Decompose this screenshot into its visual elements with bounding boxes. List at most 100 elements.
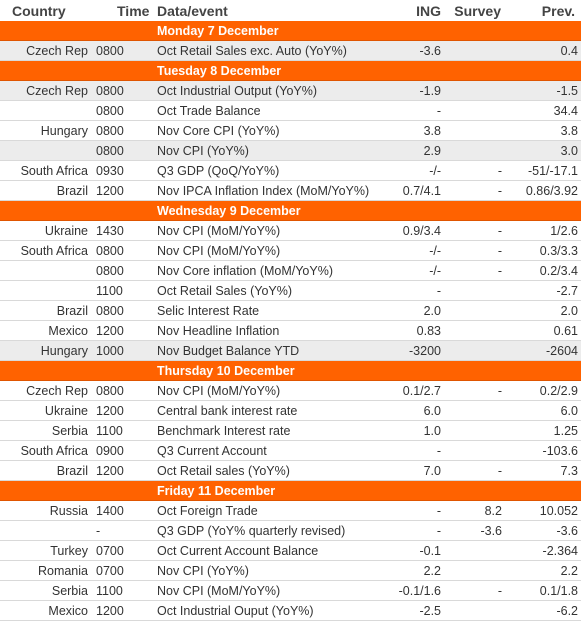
table-cell: -2604 bbox=[546, 344, 578, 358]
table-cell: 3.8 bbox=[423, 124, 441, 138]
data-row: Brazil 0800 Selic Interest Rate 2.0 2.0 bbox=[0, 301, 581, 321]
table-cell: 0700 bbox=[96, 564, 124, 578]
table-cell: 1200 bbox=[96, 184, 124, 198]
day-title: Wednesday 9 December bbox=[157, 204, 301, 218]
table-cell: Hungary bbox=[40, 344, 88, 358]
table-cell: -103.6 bbox=[542, 444, 578, 458]
table-cell: 1/2.6 bbox=[550, 224, 578, 238]
table-cell: 0.61 bbox=[553, 324, 578, 338]
table-cell: - bbox=[497, 244, 502, 258]
table-cell: 3.8 bbox=[560, 124, 578, 138]
table-cell: 0900 bbox=[96, 444, 124, 458]
day-row: Thursday 10 December bbox=[0, 361, 581, 381]
data-row: South Africa 0930 Q3 GDP (QoQ/YoY%) -/- - -51… bbox=[0, 161, 581, 181]
header-cell: Prev. bbox=[541, 3, 575, 19]
table-cell: -2.5 bbox=[419, 604, 441, 618]
table-cell: Oct Retail Sales (YoY%) bbox=[157, 284, 293, 298]
day-title: Friday 11 December bbox=[157, 484, 276, 498]
table-cell: Nov CPI (MoM/YoY%) bbox=[157, 584, 281, 598]
table-cell: - bbox=[436, 444, 441, 458]
table-cell: Q3 GDP (YoY% quarterly revised) bbox=[157, 524, 346, 538]
table-cell: Czech Rep bbox=[26, 44, 88, 58]
table-cell: 0800 bbox=[96, 44, 124, 58]
table-cell: - bbox=[497, 184, 502, 198]
table-cell: 1.25 bbox=[553, 424, 578, 438]
header-row: Country Time Data/event ING Survey Prev. bbox=[0, 0, 581, 21]
data-row: Ukraine 1430 Nov CPI (MoM/YoY%) 0.9/3.4 - 1/2… bbox=[0, 221, 581, 241]
table-cell: 0.1/2.7 bbox=[402, 384, 441, 398]
table-cell: Oct Retail Sales exc. Auto (YoY%) bbox=[157, 44, 347, 58]
table-cell: Nov Core CPI (YoY%) bbox=[157, 124, 280, 138]
table-cell: 1100 bbox=[96, 284, 123, 298]
table-cell: 0.3/3.3 bbox=[539, 244, 578, 258]
table-cell: South Africa bbox=[20, 244, 88, 258]
table-cell: - bbox=[436, 524, 441, 538]
data-row: Hungary 1000 Nov Budget Balance YTD -3200 -2… bbox=[0, 341, 581, 361]
data-row: Brazil 1200 Nov IPCA Inflation Index (MoM/… bbox=[0, 181, 581, 201]
data-row: Czech Rep 0800 Oct Retail Sales exc. Auto … bbox=[0, 41, 581, 61]
table-cell: 1200 bbox=[96, 604, 124, 618]
table-cell: 0.83 bbox=[416, 324, 441, 338]
table-cell: 1200 bbox=[96, 464, 124, 478]
table-cell: 0.86/3.92 bbox=[525, 184, 578, 198]
table-cell: Czech Rep bbox=[26, 84, 88, 98]
data-row: Hungary 0800 Nov Core CPI (YoY%) 3.8 3.8 bbox=[0, 121, 581, 141]
table-cell: 0.1/1.8 bbox=[539, 584, 578, 598]
day-title: Thursday 10 December bbox=[157, 364, 295, 378]
table-cell: - bbox=[436, 504, 441, 518]
data-row: Mexico 1200 Nov Headline Inflation 0.83 0.61 bbox=[0, 321, 581, 341]
table-cell: -0.1 bbox=[419, 544, 441, 558]
data-row: Turkey 0700 Oct Current Account Balance -0.… bbox=[0, 541, 581, 561]
table-cell: 2.0 bbox=[560, 304, 578, 318]
table-cell: - bbox=[497, 164, 502, 178]
table-cell: Central bank interest rate bbox=[157, 404, 298, 418]
table-cell: 1200 bbox=[96, 324, 124, 338]
day-title: Monday 7 December bbox=[157, 24, 279, 38]
table-cell: Serbia bbox=[51, 584, 88, 598]
table-cell: 1400 bbox=[96, 504, 124, 518]
data-row: Romania 0700 Nov CPI (YoY%) 2.2 2.2 bbox=[0, 561, 581, 581]
table-cell: -6.2 bbox=[556, 604, 578, 618]
table-cell: Romania bbox=[37, 564, 88, 578]
table-cell: 1430 bbox=[96, 224, 124, 238]
table-cell: South Africa bbox=[20, 444, 88, 458]
table-cell: -/- bbox=[429, 244, 441, 258]
data-row: Ukraine 1200 Central bank interest rate 6.0… bbox=[0, 401, 581, 421]
table-cell: 10.052 bbox=[539, 504, 578, 518]
data-row: - Q3 GDP (YoY% quarterly revised) - -3.6 -3.… bbox=[0, 521, 581, 541]
table-cell: - bbox=[96, 524, 101, 538]
table-cell: 0930 bbox=[96, 164, 124, 178]
table-cell: Brazil bbox=[56, 464, 88, 478]
table-cell: Turkey bbox=[50, 544, 88, 558]
table-cell: Serbia bbox=[51, 424, 88, 438]
table-cell: 7.0 bbox=[423, 464, 441, 478]
table-cell: 0800 bbox=[96, 104, 124, 118]
table-cell: 2.9 bbox=[423, 144, 441, 158]
data-row: 0800 Nov CPI (YoY%) 2.9 3.0 bbox=[0, 141, 581, 161]
table-cell: 0700 bbox=[96, 544, 124, 558]
table-cell: Russia bbox=[49, 504, 88, 518]
table-cell: Nov CPI (YoY%) bbox=[157, 564, 249, 578]
data-row: 0800 Oct Trade Balance - 34.4 bbox=[0, 101, 581, 121]
table-cell: -3.6 bbox=[556, 524, 578, 538]
table-cell: Oct Foreign Trade bbox=[157, 504, 258, 518]
table-cell: 0.2/2.9 bbox=[539, 384, 578, 398]
table-cell: 1.0 bbox=[423, 424, 441, 438]
table-cell: 0800 bbox=[96, 264, 124, 278]
data-row: Russia 1400 Oct Foreign Trade - 8.2 10.052 bbox=[0, 501, 581, 521]
table-cell: Brazil bbox=[56, 304, 88, 318]
day-row: Wednesday 9 December bbox=[0, 201, 581, 221]
header-cell: Data/event bbox=[157, 3, 228, 19]
table-cell: Oct Industrial Output (YoY%) bbox=[157, 84, 318, 98]
table-cell: -51/-17.1 bbox=[527, 164, 578, 178]
table-cell: 0.2/3.4 bbox=[539, 264, 578, 278]
data-row: Mexico 1200 Oct Industrial Ouput (YoY%) -2.… bbox=[0, 601, 581, 621]
data-row: 1100 Oct Retail Sales (YoY%) - -2.7 bbox=[0, 281, 581, 301]
table-cell: Hungary bbox=[40, 124, 88, 138]
table-cell: Nov Headline Inflation bbox=[157, 324, 280, 338]
table-cell: Nov Budget Balance YTD bbox=[157, 344, 300, 358]
data-row: Brazil 1200 Oct Retail sales (YoY%) 7.0 - 7.3 bbox=[0, 461, 581, 481]
data-row: South Africa 0800 Nov CPI (MoM/YoY%) -/- - 0.… bbox=[0, 241, 581, 261]
table-cell: 0800 bbox=[96, 384, 124, 398]
table-cell: - bbox=[436, 104, 441, 118]
